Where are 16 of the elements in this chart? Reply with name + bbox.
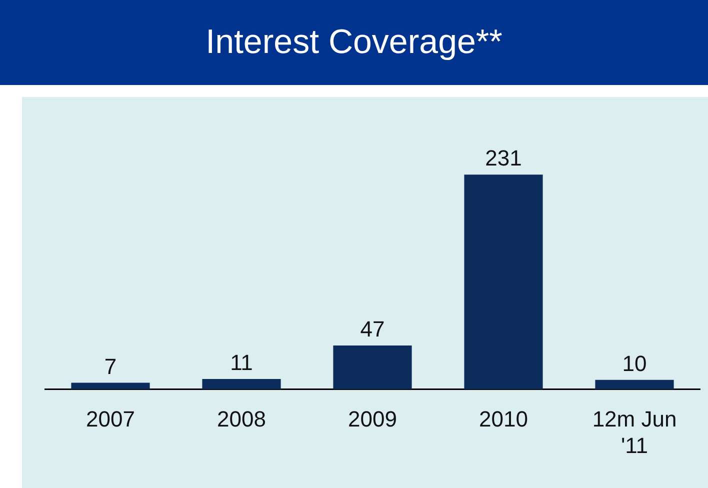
chart-title: Interest Coverage** — [0, 0, 708, 85]
data-label: 11 — [230, 350, 253, 376]
data-label: 7 — [104, 354, 117, 379]
data-label: 47 — [360, 316, 385, 342]
x-tick-label: 2007 — [86, 406, 135, 432]
x-tick-label: 2010 — [479, 406, 528, 432]
data-label: 231 — [485, 146, 522, 171]
x-tick-label: 2008 — [217, 406, 266, 432]
bar — [71, 382, 150, 390]
data-label: 10 — [622, 350, 647, 376]
bar — [333, 346, 412, 390]
bar — [464, 174, 543, 390]
bar — [595, 380, 674, 390]
bar — [202, 378, 281, 390]
x-tick-label: 12m Jun '11 — [592, 406, 677, 458]
x-tick-label: 2009 — [348, 406, 397, 432]
